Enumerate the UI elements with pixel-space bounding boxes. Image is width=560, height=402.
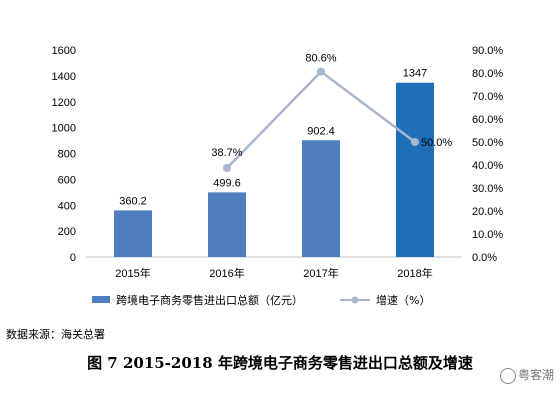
category-label: 2018年 [397, 266, 432, 280]
legend-bar-swatch [92, 296, 110, 303]
right-tick-label: 20.0% [472, 206, 503, 218]
left-tick-label: 200 [58, 226, 76, 238]
chart: 0 200 400 600 800 1000 1200 1400 1600 0.0% 10.0% 2… [52, 45, 504, 307]
figure-caption: 图 7 2015-2018 年跨境电子商务零售进出口总额及增速 [87, 354, 473, 372]
legend-line-label: 增速（%） [376, 293, 430, 307]
right-tick-label: 40.0% [472, 160, 503, 172]
left-tick-label: 1200 [52, 97, 76, 109]
category-label: 2017年 [303, 266, 338, 280]
growth-data-label: 38.7% [211, 147, 242, 159]
data-source-note: 数据来源：海关总署 [6, 328, 105, 341]
right-tick-label: 30.0% [472, 183, 503, 195]
bar-data-label: 499.6 [213, 177, 241, 189]
bar-data-label: 1347 [403, 68, 427, 80]
right-tick-label: 10.0% [472, 229, 503, 241]
bar [114, 210, 152, 257]
bar-series: 360.2 499.6 902.4 1347 [114, 68, 434, 257]
right-tick-label: 80.0% [472, 68, 503, 80]
left-tick-label: 400 [58, 200, 76, 212]
left-tick-label: 800 [58, 149, 76, 161]
left-tick-label: 0 [70, 252, 76, 264]
category-label: 2016年 [209, 266, 244, 280]
legend-bar-label: 跨境电子商务零售进出口总额（亿元） [116, 293, 303, 307]
growth-data-label: 50.0% [421, 137, 452, 149]
left-tick-label: 1600 [52, 45, 76, 57]
right-tick-label: 90.0% [472, 45, 503, 57]
right-tick-label: 0.0% [472, 252, 497, 264]
bar [302, 140, 340, 257]
category-label: 2015年 [115, 266, 150, 280]
right-tick-label: 50.0% [472, 137, 503, 149]
bar [396, 82, 434, 257]
watermark: 粤客潮 [499, 366, 554, 384]
right-tick-label: 70.0% [472, 91, 503, 103]
wechat-icon [499, 367, 516, 384]
bar [208, 192, 246, 257]
right-axis: 0.0% 10.0% 20.0% 30.0% 40.0% 50.0% 60.0% 70.0% 8… [472, 45, 503, 264]
legend-line-marker [351, 296, 359, 304]
left-axis: 0 200 400 600 800 1000 1200 1400 1600 [52, 45, 76, 264]
right-tick-label: 60.0% [472, 114, 503, 126]
legend: 跨境电子商务零售进出口总额（亿元） 增速（%） [92, 293, 430, 307]
x-axis: 2015年 2016年 2017年 2018年 [115, 266, 432, 280]
growth-line-series: 38.7% 80.6% 50.0% [211, 53, 452, 172]
bar-data-label: 360.2 [119, 195, 147, 207]
growth-point [223, 163, 231, 172]
growth-point [317, 67, 325, 76]
growth-point [411, 138, 419, 146]
watermark-text: 粤客潮 [517, 368, 554, 382]
left-tick-label: 1400 [52, 71, 76, 83]
growth-data-label: 80.6% [305, 53, 336, 65]
left-tick-label: 1000 [52, 123, 76, 135]
bar-data-label: 902.4 [307, 125, 335, 137]
left-tick-label: 600 [58, 174, 76, 186]
